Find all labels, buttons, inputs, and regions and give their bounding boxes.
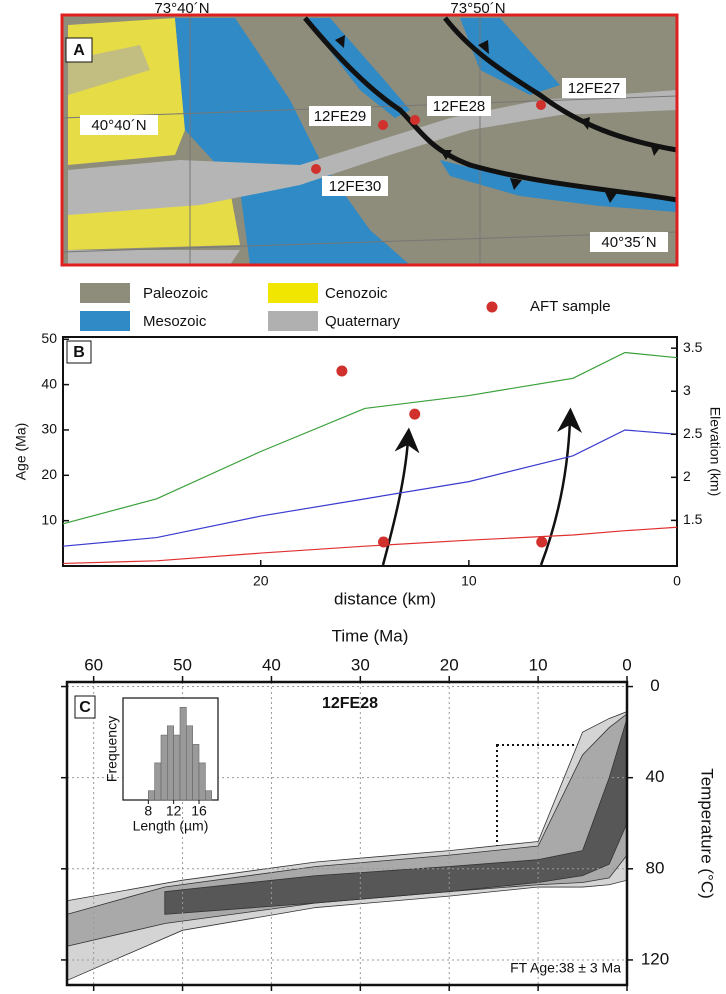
- legend-swatch: [268, 283, 318, 303]
- legend-label: Quaternary: [325, 313, 401, 330]
- legend-label: Paleozoic: [143, 285, 209, 302]
- data-point: [536, 536, 547, 547]
- x-tick-label: 8: [144, 803, 152, 819]
- legend-marker: [487, 302, 498, 313]
- y-tick-label: 120: [641, 949, 669, 968]
- histogram-bar: [180, 707, 186, 800]
- y-tick-label: 0: [650, 676, 659, 695]
- x-tick-label: 20: [253, 573, 269, 589]
- x-tick-label: 50: [173, 655, 192, 674]
- y-axis-title: Temperature (°C): [698, 768, 717, 899]
- figure: A 73°40´N 73°50´N 40°40´N 40°35´N 12FE29…: [0, 0, 726, 994]
- longitude-label: 73°50´N: [450, 0, 505, 17]
- data-point: [409, 409, 420, 420]
- x-tick-label: 10: [529, 655, 548, 674]
- panel-label: B: [73, 344, 85, 361]
- x-tick-label: 40: [262, 655, 281, 674]
- y2-tick-label: 3.5: [683, 339, 703, 355]
- annotation: FT Age:38 ± 3 Ma: [510, 960, 621, 976]
- histogram-bar: [167, 726, 173, 800]
- histogram-bar: [155, 763, 161, 800]
- y-axis-title: Frequency: [104, 716, 120, 782]
- y-tick-label: 40: [646, 767, 665, 786]
- sample-label: 12FE29: [314, 108, 367, 125]
- x-tick-label: 60: [84, 655, 103, 674]
- histogram-bar: [199, 763, 205, 800]
- legend-label: AFT sample: [530, 298, 611, 315]
- x-axis-title: Length (µm): [133, 818, 209, 834]
- data-point: [336, 366, 347, 377]
- histogram-bar: [193, 744, 199, 800]
- profile-line: [63, 527, 677, 563]
- legend-swatch: [80, 311, 130, 331]
- longitude-label: 73°40´N: [154, 0, 209, 17]
- y2-axis-title: Elevation (km): [707, 407, 723, 496]
- x-tick-label: 16: [191, 803, 207, 819]
- x-axis-title: Time (Ma): [332, 626, 409, 645]
- histogram-bar: [205, 791, 211, 800]
- y2-tick-label: 1.5: [683, 511, 703, 527]
- y-tick-label: 10: [41, 511, 57, 527]
- plot-area: [63, 337, 677, 566]
- latitude-label: 40°40´N: [91, 117, 146, 134]
- y2-tick-label: 2.5: [683, 425, 703, 441]
- x-tick-label: 30: [351, 655, 370, 674]
- legend-swatch: [80, 283, 130, 303]
- map: [62, 15, 677, 265]
- y-tick-label: 20: [41, 466, 57, 482]
- chart-title: 12FE28: [322, 695, 378, 712]
- y-tick-label: 80: [646, 858, 665, 877]
- panel-label: C: [79, 699, 91, 716]
- profile-line: [63, 430, 677, 546]
- x-axis-title: distance (km): [334, 589, 436, 608]
- x-tick-label: 0: [622, 655, 631, 674]
- sample-label: 12FE28: [433, 98, 486, 115]
- x-tick-label: 12: [166, 803, 182, 819]
- histogram-bar: [186, 726, 192, 800]
- y-axis-title: Age (Ma): [13, 423, 29, 481]
- x-tick-label: 20: [440, 655, 459, 674]
- y2-tick-label: 2: [683, 468, 691, 484]
- panel-label: A: [73, 42, 85, 59]
- legend-label: Cenozoic: [325, 285, 388, 302]
- sample-label: 12FE27: [568, 80, 621, 97]
- y2-tick-label: 3: [683, 382, 691, 398]
- legend-label: Mesozoic: [143, 313, 207, 330]
- histogram-bar: [161, 735, 167, 800]
- y-tick-label: 30: [41, 421, 57, 437]
- histogram-bar: [174, 735, 180, 800]
- y-tick-label: 50: [41, 330, 57, 346]
- sample-label: 12FE30: [329, 178, 382, 195]
- y-tick-label: 40: [41, 375, 57, 391]
- data-point: [378, 536, 389, 547]
- x-tick-label: 0: [673, 573, 681, 589]
- legend-swatch: [268, 311, 318, 331]
- histogram-bar: [148, 791, 154, 800]
- latitude-label: 40°35´N: [601, 234, 656, 251]
- x-tick-label: 10: [461, 573, 477, 589]
